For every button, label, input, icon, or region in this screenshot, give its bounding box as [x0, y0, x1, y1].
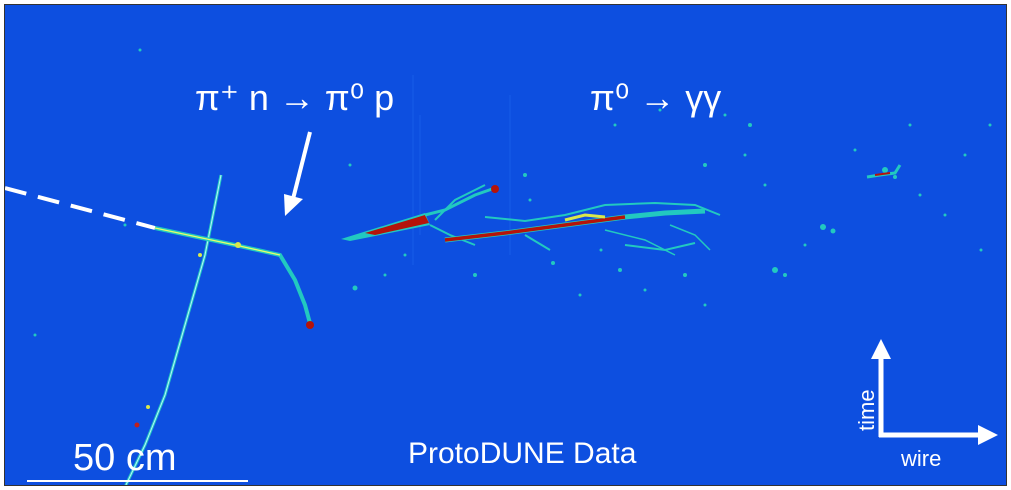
axis-arrows — [871, 339, 998, 445]
pi0-decay-label: π⁰ → γγ — [590, 77, 722, 118]
charge-exchange-label: π⁺ n → π⁰ p — [195, 77, 395, 118]
wire-axis-label: wire — [901, 446, 942, 471]
scale-bar-label: 50 cm — [73, 437, 177, 479]
cosmic-track — [124, 174, 223, 485]
interaction-arrow — [284, 131, 312, 216]
event-display: π⁺ n → π⁰ p π⁰ → γγ 50 cm ProtoDUNE Data… — [4, 4, 1007, 486]
photon-shower-2 — [444, 201, 721, 256]
photon-shower-1 — [341, 184, 499, 246]
time-axis-label: time — [854, 389, 879, 431]
beam-direction-dashed-line — [5, 186, 156, 230]
beam-pion-track — [154, 226, 314, 329]
isolated-blips — [33, 48, 992, 337]
dataset-label: ProtoDUNE Data — [408, 437, 637, 470]
detector-image — [5, 48, 998, 485]
